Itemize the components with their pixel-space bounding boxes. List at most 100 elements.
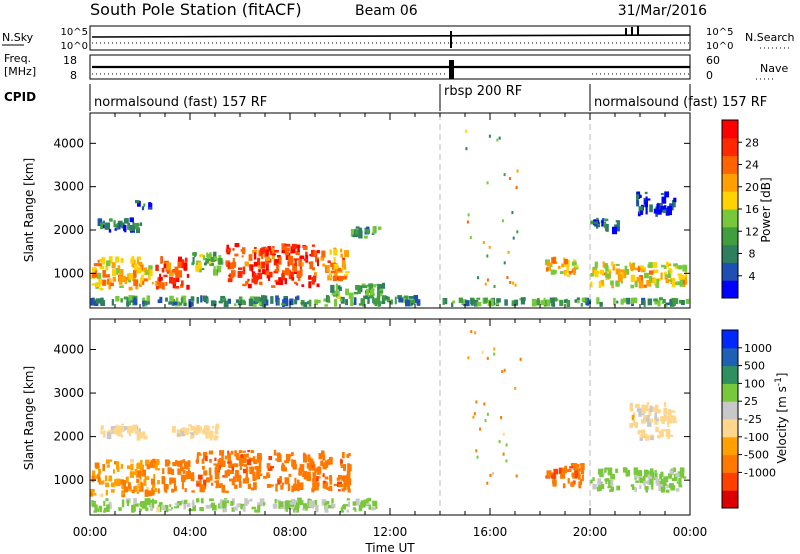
data-cell [546,267,549,272]
data-cell [152,500,155,509]
data-cell [148,265,153,270]
data-cell [135,227,140,234]
data-cell [110,482,116,488]
data-cell [134,264,138,271]
data-cell [175,459,178,465]
data-cell [191,490,195,493]
data-cell [347,463,351,471]
data-cell [535,299,539,303]
data-cell [579,463,583,466]
data-cell [314,499,317,507]
data-cell [311,280,314,283]
data-cell [639,275,643,283]
data-cell [285,453,291,461]
data-cell [520,297,525,305]
data-cell [146,295,150,302]
data-cell [164,505,169,513]
data-cell [216,480,220,487]
data-cell [177,261,182,268]
data-cell [338,269,343,273]
data-cell [297,497,302,505]
data-cell [339,298,343,302]
data-cell [99,266,105,270]
data-cell [512,236,515,240]
data-cell [270,466,274,469]
velocity-colorbar-label-exp: -1 [774,377,784,386]
data-cell [390,299,393,305]
data-cell [664,271,667,275]
data-cell [616,224,620,232]
x-tick-label: 08:00 [273,525,308,539]
data-cell [236,503,242,508]
data-cell [285,506,288,512]
freq-left-label-2: [MHz] [4,65,36,78]
data-cell [244,498,248,506]
data-cell [670,410,676,413]
data-cell [261,261,266,269]
data-cell [103,430,106,438]
data-cell [595,224,599,229]
data-cell [270,296,274,304]
data-cell [215,258,219,261]
data-cell [133,300,136,303]
data-cell [120,298,123,303]
data-cell [298,467,303,475]
data-cell [669,269,673,274]
data-cell [308,275,312,280]
data-cell [267,246,272,252]
data-cell [261,295,266,303]
data-cell [350,298,354,306]
data-cell [97,508,100,513]
data-cell [199,507,204,512]
data-cell [312,275,317,280]
data-cell [258,269,261,273]
velocity-heatmap [90,330,687,513]
data-cell [551,257,556,264]
data-cell [367,296,370,304]
data-cell [408,299,413,307]
data-cell [303,452,306,455]
velocity-colorbar-label-text: Velocity [m s [775,386,789,463]
data-cell [203,479,207,487]
data-cell [114,461,117,465]
data-cell [288,255,293,263]
data-cell [278,277,284,285]
data-cell [329,273,332,279]
data-cell [586,297,589,306]
data-cell [117,265,121,272]
data-cell [327,260,331,263]
data-cell [121,491,126,498]
data-cell [486,278,489,282]
data-cell [316,250,320,254]
data-cell [205,504,211,509]
data-cell [177,468,182,475]
data-cell [206,477,211,483]
data-cell [111,299,114,306]
data-cell [90,298,94,306]
data-cell [144,498,150,505]
data-cell [100,480,105,484]
data-cell [601,219,604,227]
data-cell [279,476,282,484]
data-cell [148,206,152,210]
data-cell [208,430,214,439]
data-cell [652,406,657,412]
data-cell [293,281,297,284]
data-cell [176,429,181,438]
data-cell [655,418,660,421]
data-cell [369,290,375,297]
data-cell [242,450,246,453]
data-cell [657,209,662,215]
data-cell [180,297,184,304]
beam-label: Beam 06 [355,3,418,19]
data-cell [626,297,631,305]
data-cell [138,428,141,435]
data-cell [149,269,153,277]
data-cell [139,222,143,226]
data-cell [240,503,245,510]
data-cell [109,282,114,287]
data-cell [227,469,230,476]
data-cell [641,267,646,273]
freq-left-label-1: Freq. [4,52,31,65]
data-cell [509,281,512,284]
